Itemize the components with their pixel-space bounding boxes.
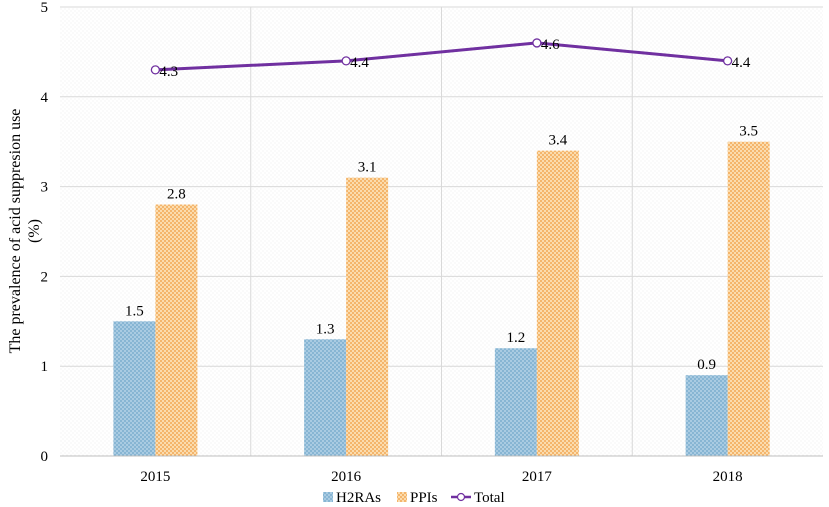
bar-ppis-2018 (727, 141, 770, 456)
x-tick-label-2015: 2015 (140, 469, 170, 485)
bar-h2ras-2016 (304, 339, 347, 456)
data-labels: 1.5 1.3 1.2 0.9 2.8 3.1 3.4 3.5 4.3 4.4 4.6 4.4 (125, 37, 758, 373)
y-axis-ticks: 0 1 2 3 4 5 (41, 0, 49, 465)
total-point-2016 (341, 56, 351, 66)
total-series-line (155, 41, 728, 72)
y-tick-label: 2 (41, 269, 49, 285)
legend-label-h2ras: H2RAs (336, 490, 381, 506)
bar-h2ras-2018 (685, 375, 728, 456)
legend-marker-total (456, 492, 466, 502)
legend-swatch-ppis (397, 492, 407, 502)
data-label-h2ras: 1.5 (125, 303, 144, 319)
y-axis-title-line1: The prevalence of acid suppresion use (7, 109, 24, 354)
bars (113, 141, 770, 456)
legend-label-total: Total (474, 490, 505, 506)
y-tick-label: 4 (41, 90, 49, 106)
y-tick-label: 5 (41, 0, 49, 16)
bar-ppis-2017 (536, 150, 579, 456)
data-label-ppis: 2.8 (167, 187, 186, 203)
data-label-h2ras: 1.3 (316, 321, 335, 337)
data-label-total: 4.4 (732, 55, 751, 71)
data-label-h2ras: 0.9 (697, 357, 716, 373)
legend: H2RAs PPIs Total (323, 490, 505, 506)
data-label-ppis: 3.1 (358, 160, 377, 176)
legend-label-ppis: PPIs (410, 490, 438, 506)
y-tick-label: 3 (41, 180, 49, 196)
total-line (150, 38, 733, 75)
total-point-2018 (722, 56, 733, 66)
x-tick-label-2018: 2018 (713, 469, 743, 485)
y-tick-label: 1 (41, 359, 49, 375)
y-tick-label: 0 (41, 449, 49, 465)
data-label-ppis: 3.5 (739, 124, 758, 140)
data-label-total: 4.3 (159, 64, 178, 80)
total-point-2015 (150, 65, 161, 75)
y-axis-title: The prevalence of acid suppresion use (%… (7, 109, 43, 354)
bar-h2ras-2015 (113, 321, 156, 456)
bar-ppis-2016 (346, 177, 389, 456)
legend-swatch-h2ras (323, 492, 333, 502)
x-tick-label-2016: 2016 (331, 469, 362, 485)
x-axis-ticks: 2015 2016 2017 2018 (140, 469, 742, 485)
data-label-total: 4.4 (350, 55, 369, 71)
y-axis-title-line2: (%) (26, 219, 43, 243)
data-label-h2ras: 1.2 (507, 330, 526, 346)
x-tick-label-2017: 2017 (522, 469, 553, 485)
category-gridlines (250, 7, 633, 456)
bar-ppis-2015 (155, 204, 198, 456)
data-label-total: 4.6 (541, 37, 560, 53)
data-label-ppis: 3.4 (549, 133, 568, 149)
total-point-2017 (532, 38, 542, 48)
bar-h2ras-2017 (494, 348, 537, 456)
